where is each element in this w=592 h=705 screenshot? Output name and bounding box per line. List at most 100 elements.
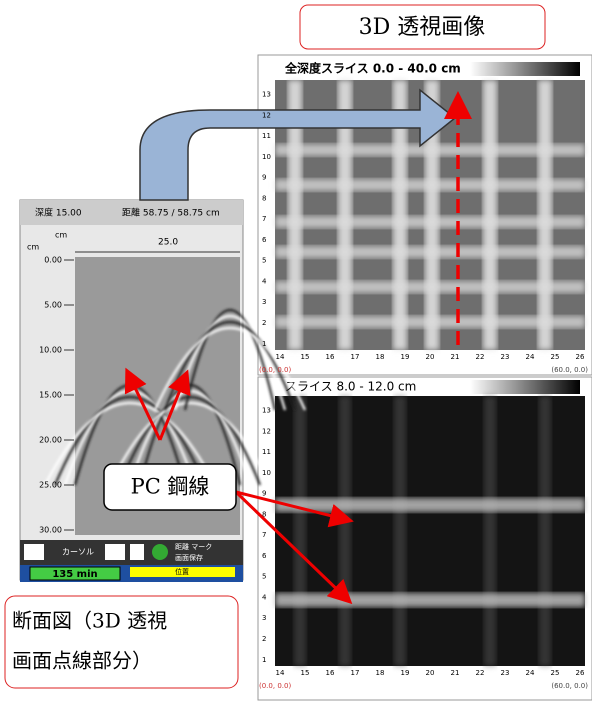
x-label: 23 (501, 353, 510, 361)
rebar (275, 498, 585, 512)
save-icon[interactable] (152, 544, 168, 560)
rebar (294, 396, 306, 666)
rebar (275, 316, 585, 328)
y-label: 10 (262, 469, 271, 477)
distance: 距離 58.75 / 58.75 cm (122, 207, 220, 219)
rebar (275, 179, 585, 191)
x-label: 16 (326, 669, 335, 677)
x-label: 25 (551, 353, 560, 361)
y-label: 13 (262, 407, 271, 415)
depth-label: 10.00 (39, 346, 62, 355)
save-label: 画面保存 (175, 553, 203, 562)
rebar (275, 281, 585, 293)
x-label: 15 (301, 669, 310, 677)
rebar (339, 396, 351, 666)
depth-label: 15.00 (39, 391, 62, 400)
x-label: 14 (276, 353, 285, 361)
ruler-label: 25.0 (158, 238, 178, 248)
x-label: 26 (576, 669, 585, 677)
x-label: 18 (376, 353, 385, 361)
y-label: 3 (262, 614, 266, 622)
rebar (275, 246, 585, 258)
y-label: 7 (262, 215, 266, 223)
origin-label: (0.0, 0.0) (259, 366, 291, 374)
end-label: (60.0, 0.0) (551, 366, 588, 374)
origin-label: (0.0, 0.0) (259, 682, 291, 690)
x-label: 22 (476, 669, 485, 677)
rebar (539, 396, 551, 666)
top-title: 全深度スライス 0.0 - 40.0 cm (284, 61, 461, 76)
callout-text: PC 鋼線 (131, 475, 210, 499)
depth-label: 30.00 (39, 526, 62, 535)
y-label: 1 (262, 340, 266, 348)
right-button[interactable] (105, 544, 125, 560)
mark-label: 距離 マーク (175, 542, 212, 551)
depth-label: 25.00 (39, 481, 62, 490)
x-label: 21 (451, 353, 460, 361)
depth: 深度 15.00 (35, 207, 82, 219)
y-label: 12 (262, 427, 271, 435)
x-label: 23 (501, 669, 510, 677)
depth-label: 20.00 (39, 436, 62, 445)
callout-text: 断面図（3D 透視 (12, 609, 167, 633)
rebar (483, 80, 497, 350)
rebar (394, 396, 406, 666)
x-label: 17 (351, 353, 360, 361)
depth-label: 5.00 (44, 301, 62, 310)
x-label: 22 (476, 353, 485, 361)
up-button[interactable] (130, 544, 144, 560)
x-label: 21 (451, 669, 460, 677)
x-label: 20 (426, 353, 435, 361)
position: 位置 (175, 567, 189, 576)
colorbar (470, 380, 580, 394)
rebar (275, 216, 585, 228)
y-label: 8 (262, 510, 266, 518)
y-label: 7 (262, 531, 266, 539)
y-label: 9 (262, 490, 266, 498)
y-label: 2 (262, 319, 266, 327)
y-label: 3 (262, 298, 266, 306)
y-label: 10 (262, 153, 271, 161)
depth-label: 0.00 (44, 256, 62, 265)
x-label: 17 (351, 669, 360, 677)
time: 135 min (52, 569, 97, 580)
bottom-image (275, 396, 585, 666)
callout-text: 3D 透視画像 (359, 15, 486, 40)
y-label: 5 (262, 257, 266, 265)
x-label: 26 (576, 353, 585, 361)
bottom-title: スライス 8.0 - 12.0 cm (285, 380, 416, 394)
end-label: (60.0, 0.0) (551, 682, 588, 690)
x-label: 14 (276, 669, 285, 677)
cursor-label: カーソル (62, 548, 94, 557)
x-label: 16 (326, 353, 335, 361)
y-label: 5 (262, 573, 266, 581)
y-label: 11 (262, 132, 271, 140)
y-label: 11 (262, 448, 271, 456)
x-label: 18 (376, 669, 385, 677)
x-label: 20 (426, 669, 435, 677)
x-label: 19 (401, 353, 410, 361)
x-label: 24 (526, 353, 535, 361)
y-label: 4 (262, 277, 267, 285)
y-label: 6 (262, 236, 267, 244)
rebar (275, 144, 585, 156)
rebar (484, 396, 496, 666)
unit: cm (55, 231, 67, 240)
rebar (275, 593, 585, 607)
y-label: 1 (262, 656, 266, 664)
x-label: 24 (526, 669, 535, 677)
figure: 全深度スライス 0.0 - 40.0 cm スライス 8.0 - 12.0 cm… (0, 0, 592, 701)
y-label: 2 (262, 635, 266, 643)
y-label: 13 (262, 91, 271, 99)
x-label: 15 (301, 353, 310, 361)
left-button[interactable] (24, 544, 44, 560)
y-label: 4 (262, 593, 267, 601)
rebar (538, 80, 552, 350)
y-label: 12 (262, 111, 271, 119)
y-label: 6 (262, 552, 267, 560)
colorbar (470, 62, 580, 76)
x-label: 19 (401, 669, 410, 677)
unit: cm (27, 243, 39, 252)
x-label: 25 (551, 669, 560, 677)
y-label: 9 (262, 174, 266, 182)
